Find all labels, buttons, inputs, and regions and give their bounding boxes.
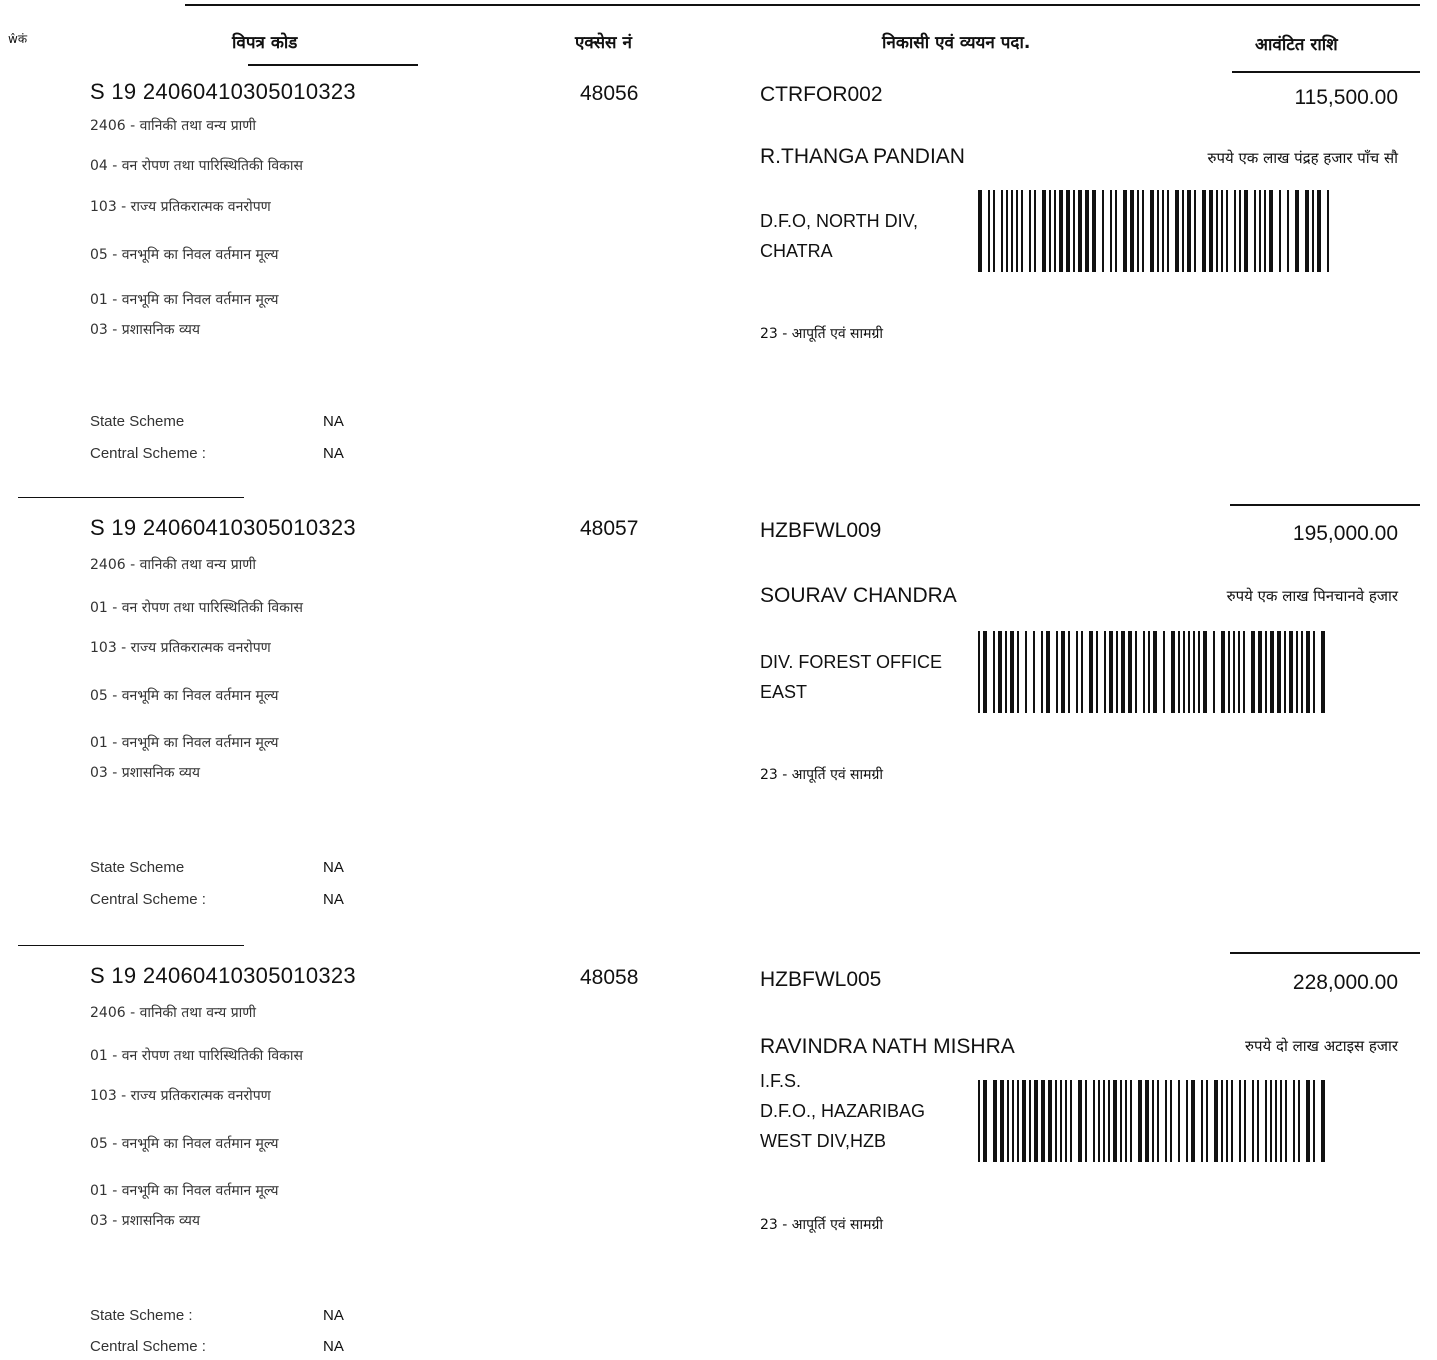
header-serial: ŵकं [8,32,28,46]
entry-separator-left [18,945,244,946]
header-bill-code: विपत्र कोड [232,33,298,53]
state-scheme-value: NA [323,413,344,430]
state-scheme-label: State Scheme [90,859,185,876]
central-scheme-value: NA [323,891,344,908]
payee-designation: I.F.S. D.F.O., HAZARIBAG WEST DIV,HZB [760,1071,926,1151]
object-head: 23 - आपूर्ति एवं सामग्री [760,1217,884,1233]
bill-code: S 19 24060410305010323 [90,515,356,540]
head-minor: 103 - राज्य प्रतिकरात्मक वनरोपण [90,640,271,656]
barcode [978,1080,1325,1162]
head-major: 2406 - वानिकी तथा वन्य प्राणी [90,557,257,573]
head-sub-major: 01 - वन रोपण तथा पारिस्थितिकी विकास [90,600,304,616]
state-scheme-value: NA [323,859,344,876]
header-ddo: निकासी एवं व्ययन पदा. [882,33,1031,53]
head-major: 2406 - वानिकी तथा वन्य प्राणी [90,118,257,134]
head-sub-major: 04 - वन रोपण तथा पारिस्थितिकी विकास [90,158,304,174]
amount-in-words: रुपये एक लाख पिनचानवे हजार [1226,587,1398,605]
head-sub: 05 - वनभूमि का निवल वर्तमान मूल्य [90,1136,279,1152]
state-scheme-value: NA [323,1307,344,1324]
ddo-code: HZBFWL009 [760,519,882,542]
central-scheme-label: Central Scheme : [90,1338,206,1355]
state-scheme-label: State Scheme [90,413,185,430]
payee-name: R.THANGA PANDIAN [760,145,965,168]
access-number: 48058 [580,966,639,989]
header-access-no: एक्सेस नं [575,33,632,53]
header-rule-left [248,64,418,66]
bill-code: S 19 24060410305010323 [90,79,356,104]
head-sub: 05 - वनभूमि का निवल वर्तमान मूल्य [90,247,279,263]
object-head: 23 - आपूर्ति एवं सामग्री [760,326,884,342]
amount-in-words: रुपये एक लाख पंद्रह हजार पाँच सौ [1207,149,1398,167]
head-object: 03 - प्रशासनिक व्यय [90,765,200,781]
central-scheme-value: NA [323,445,344,462]
header-amount: आवंटित राशि [1255,35,1338,55]
access-number: 48057 [580,517,639,540]
allotted-amount: 228,000.00 [1292,971,1398,994]
central-scheme-label: Central Scheme : [90,445,206,462]
head-detail: 01 - वनभूमि का निवल वर्तमान मूल्य [90,1183,279,1199]
state-scheme-label: State Scheme : [90,1307,193,1324]
central-scheme-value: NA [323,1338,344,1355]
head-minor: 103 - राज्य प्रतिकरात्मक वनरोपण [90,199,271,215]
head-minor: 103 - राज्य प्रतिकरात्मक वनरोपण [90,1088,271,1104]
entry-separator-right [1230,504,1420,506]
access-number: 48056 [580,82,639,105]
entry-separator-left [18,497,244,498]
amount-in-words: रुपये दो लाख अटाइस हजार [1245,1037,1398,1055]
header-top-rule [185,4,1420,6]
allotted-amount: 115,500.00 [1294,86,1398,109]
payee-name: RAVINDRA NATH MISHRA [760,1035,1015,1058]
ddo-code: CTRFOR002 [760,83,883,106]
head-sub: 05 - वनभूमि का निवल वर्तमान मूल्य [90,688,279,704]
payee-designation: DIV. FOREST OFFICE EAST [760,652,943,702]
payee-designation: D.F.O, NORTH DIV, CHATRA [760,211,919,261]
central-scheme-label: Central Scheme : [90,891,206,908]
object-head: 23 - आपूर्ति एवं सामग्री [760,767,884,783]
head-sub-major: 01 - वन रोपण तथा पारिस्थितिकी विकास [90,1048,304,1064]
bill-code: S 19 24060410305010323 [90,963,356,988]
head-object: 03 - प्रशासनिक व्यय [90,322,200,338]
barcode [978,190,1329,272]
head-major: 2406 - वानिकी तथा वन्य प्राणी [90,1005,257,1021]
head-detail: 01 - वनभूमि का निवल वर्तमान मूल्य [90,735,279,751]
allotted-amount: 195,000.00 [1292,522,1398,545]
ddo-code: HZBFWL005 [760,968,882,991]
head-detail: 01 - वनभूमि का निवल वर्तमान मूल्य [90,292,279,308]
entry-separator-right [1230,952,1420,954]
barcode [978,631,1325,713]
head-object: 03 - प्रशासनिक व्यय [90,1213,200,1229]
header-rule-right [1232,71,1420,73]
payee-name: SOURAV CHANDRA [760,584,957,607]
